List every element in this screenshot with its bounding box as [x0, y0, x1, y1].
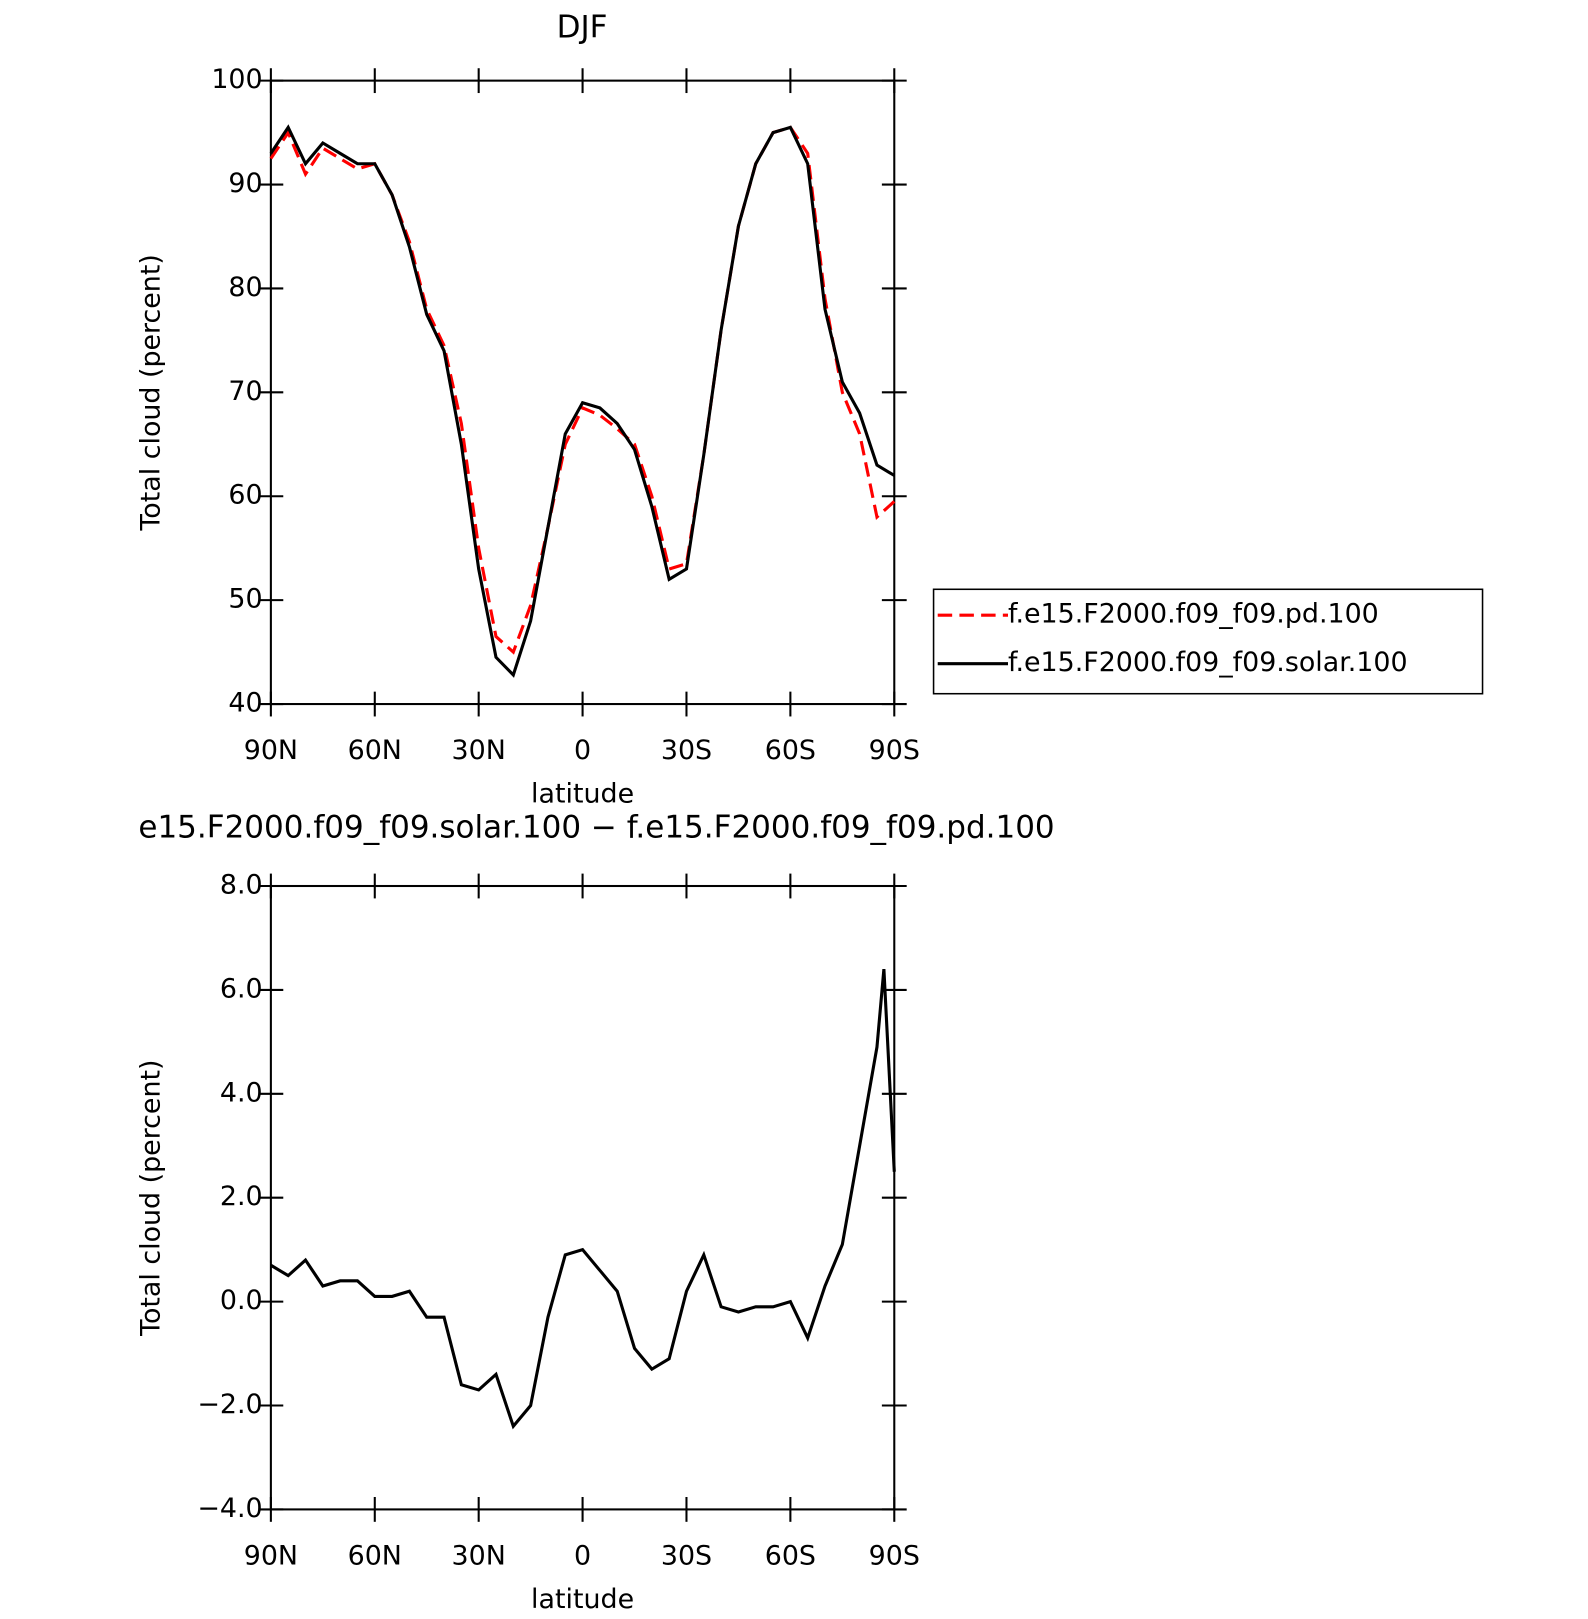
legend-box: [932, 588, 1484, 695]
chart-title: e15.F2000.f09_f09.solar.100 − f.e15.F200…: [138, 810, 1054, 846]
y-tick-label: −4.0: [197, 1493, 262, 1524]
x-axis-label: latitude: [531, 779, 634, 810]
y-tick-label: 0.0: [220, 1285, 263, 1316]
x-tick-label: 30S: [661, 735, 712, 766]
chart-title: DJF: [557, 9, 608, 45]
y-tick-label: −2.0: [197, 1389, 262, 1420]
x-tick-label: 60N: [348, 1540, 402, 1571]
x-tick-label: 60N: [348, 735, 402, 766]
x-tick-label: 90N: [244, 1540, 298, 1571]
y-tick-label: 2.0: [220, 1181, 263, 1212]
y-tick-label: 100: [211, 64, 262, 95]
legend-label: f.e15.F2000.f09_f09.solar.100: [1008, 647, 1408, 678]
x-tick-label: 0: [574, 735, 591, 766]
x-tick-label: 30N: [452, 735, 506, 766]
y-axis-label: Total cloud (percent): [135, 1060, 166, 1337]
x-tick-label: 90N: [244, 735, 298, 766]
y-tick-label: 4.0: [220, 1077, 263, 1108]
x-tick-label: 60S: [765, 1540, 816, 1571]
plot-frame: [269, 79, 896, 706]
y-tick-label: 50: [228, 584, 262, 615]
y-tick-label: 90: [228, 168, 262, 199]
x-tick-label: 60S: [765, 735, 816, 766]
plot-frame: [269, 884, 896, 1511]
x-axis-label: latitude: [531, 1584, 634, 1615]
y-tick-label: 60: [228, 480, 262, 511]
y-axis-label: Total cloud (percent): [135, 254, 166, 531]
line-series: [269, 125, 896, 655]
y-tick-label: 6.0: [220, 973, 263, 1004]
x-tick-label: 90S: [869, 735, 920, 766]
x-tick-label: 30S: [661, 1540, 712, 1571]
legend-label: f.e15.F2000.f09_f09.pd.100: [1008, 599, 1379, 630]
x-tick-label: 90S: [869, 1540, 920, 1571]
line-series: [269, 124, 896, 678]
line-series: [270, 968, 896, 1430]
x-tick-label: 0: [574, 1540, 591, 1571]
y-tick-label: 80: [228, 272, 262, 303]
x-tick-label: 30N: [452, 1540, 506, 1571]
y-tick-label: 40: [228, 688, 262, 719]
y-tick-label: 70: [228, 376, 262, 407]
y-tick-label: 8.0: [220, 870, 263, 901]
